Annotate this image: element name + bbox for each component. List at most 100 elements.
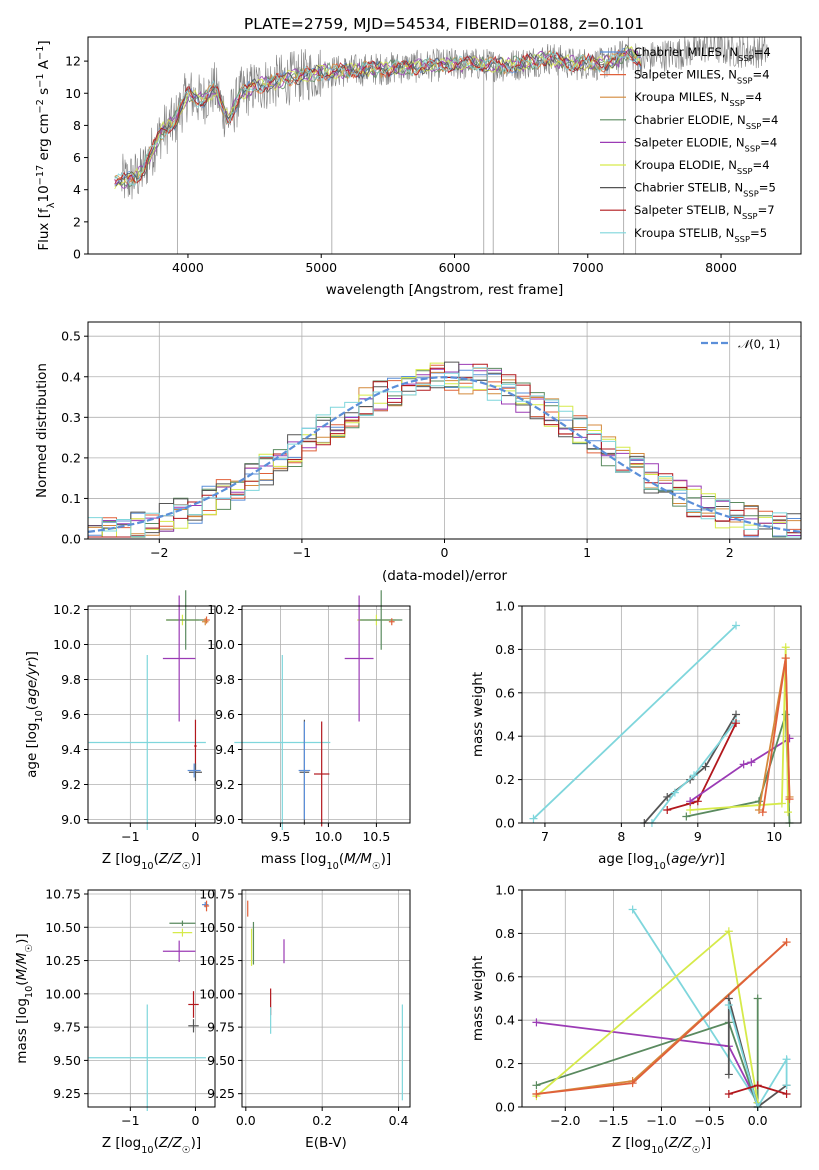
spectrum-xtick-label: 7000: [572, 260, 604, 275]
mass_vs_Z-ytick-label: 9.25: [53, 1086, 81, 1101]
spectrum-ytick-label: 12: [65, 54, 81, 69]
weight_vs_age-xtick-label: 9: [694, 829, 702, 844]
weight_vs_age-line-salpeter_stelib: [666, 722, 737, 811]
weight_vs_age-marker-kroupa_stelib: [732, 621, 741, 630]
spectrum-xlabel: wavelength [Angstrom, rest frame]: [326, 282, 564, 298]
weight_vs_Z-line-chabrier_elodie: [536, 998, 759, 1107]
weight_vs_age-marker-kroupa_elodie: [686, 805, 695, 814]
weight_vs_Z-marker-kroupa_elodie: [724, 927, 733, 936]
mass_vs_ebv-ytick-label: 10.50: [199, 920, 235, 935]
age_vs_mass-ytick-label: 9.2: [215, 777, 235, 792]
hist-xtick-label: 2: [726, 545, 734, 560]
weight_vs_Z-marker-chabrier_stelib: [724, 1070, 733, 1079]
weight_vs_Z-marker-salpeter_stelib: [782, 1089, 791, 1098]
weight_vs_Z-marker-kroupa_stelib: [782, 1055, 791, 1064]
mass_vs_ebv-xtick-label: 0.0: [236, 1113, 256, 1128]
mass_vs_ebv-xtick-label: 0.4: [389, 1113, 409, 1128]
mass_vs_ebv-ytick-label: 9.75: [207, 1020, 235, 1035]
hist-ytick-label: 0.3: [61, 410, 81, 425]
weight_vs_Z-marker-salpeter_miles: [532, 1089, 541, 1098]
gaussian-curve: [87, 376, 802, 533]
model-fit-salpeter_elodie: [114, 49, 641, 189]
spectrum-ytick-label: 6: [73, 150, 81, 165]
weight_vs_Z-xlabel: Z [log10(Z/Z☉)]: [612, 1135, 711, 1156]
hist-ytick-label: 0.0: [61, 532, 81, 547]
weight_vs_Z-ytick-label: 0.0: [495, 1100, 515, 1115]
weight_vs_Z-ytick-label: 0.4: [495, 1013, 515, 1028]
age_vs_Z-ytick-label: 10.0: [53, 637, 81, 652]
weight_vs_Z-marker-chabrier_elodie: [532, 1081, 541, 1090]
weight_vs_Z-marker-salpeter_miles: [628, 1079, 637, 1088]
age_vs_Z-xlabel: Z [log10(Z/Z☉)]: [102, 851, 201, 872]
hist-ytick-label: 0.1: [61, 491, 81, 506]
weight_vs_Z-marker-kroupa_stelib: [724, 1001, 733, 1010]
weight_vs_age-frame: [521, 605, 802, 824]
legend-label-chabrier_miles: Chabrier MILES, NSSP=4: [634, 45, 771, 63]
age_vs_Z-ylabel: age [log10(age/yr)]: [24, 651, 45, 778]
model-fit-salpeter_stelib: [114, 50, 642, 185]
weight_vs_Z-ylabel: mass weight: [470, 956, 486, 1041]
mass_vs_Z-ylabel: mass [log10(M/M☉)]: [14, 933, 35, 1063]
mass_vs_Z-frame: [87, 889, 216, 1108]
weight_vs_age-line-kroupa_stelib: [532, 624, 737, 820]
legend-label-chabrier_elodie: Chabrier ELODIE, NSSP=4: [634, 113, 778, 131]
age_vs_Z-ytick-label: 9.6: [61, 707, 81, 722]
mass_vs_Z-ytick-label: 9.75: [53, 1020, 81, 1035]
hist-ytick-label: 0.5: [61, 329, 81, 344]
weight_vs_age-marker-salpeter_stelib: [663, 805, 672, 814]
mass_vs_ebv-xtick-label: 0.2: [312, 1113, 332, 1128]
age_vs_mass-ytick-label: 9.8: [215, 672, 235, 687]
mass_vs_Z-ytick-label: 10.25: [45, 953, 81, 968]
weight_vs_age-marker-kroupa_miles: [754, 805, 763, 814]
spectrum-ytick-label: 10: [65, 86, 81, 101]
weight_vs_age-marker-kroupa_elodie: [777, 799, 786, 808]
mass_vs_Z-ytick-label: 10.50: [45, 920, 81, 935]
mass_vs_Z-xtick-label: 0: [191, 1113, 199, 1128]
mass_vs_ebv-ytick-label: 10.25: [199, 953, 235, 968]
weight_vs_age-marker-salpeter_miles: [785, 795, 794, 804]
mass_vs_Z-ytick-label: 9.50: [53, 1053, 81, 1068]
weight_vs_age-marker-salpeter_elodie: [686, 797, 695, 806]
weight_vs_Z-marker-salpeter_miles: [782, 938, 791, 947]
age_vs_Z-xtick-label: −1: [121, 829, 139, 844]
age_vs_Z-ytick-label: 10.2: [53, 602, 81, 617]
legend-label-salpeter_elodie: Salpeter ELODIE, NSSP=4: [634, 135, 777, 153]
weight_vs_age-marker-kroupa_stelib: [689, 771, 698, 780]
spectrum-frame: [87, 36, 802, 255]
age_vs_mass-ytick-label: 10.0: [207, 637, 235, 652]
weight_vs_Z-xtick-label: −1.0: [646, 1113, 676, 1128]
age_vs_mass-ytick-label: 9.6: [215, 707, 235, 722]
weight_vs_Z-marker-salpeter_stelib: [753, 1081, 762, 1090]
mass_vs_Z-ytick-label: 10.75: [45, 886, 81, 901]
spectrum-xtick-label: 8000: [705, 260, 737, 275]
age_vs_mass-ytick-label: 9.4: [215, 742, 235, 757]
weight_vs_Z-line-kroupa_elodie: [535, 929, 759, 1103]
hist-ytick-label: 0.4: [61, 369, 81, 384]
weight_vs_age-marker-chabrier_elodie: [682, 812, 691, 821]
mass_vs_ebv-ytick-label: 9.50: [207, 1053, 235, 1068]
mass_vs_Z-xlabel: Z [log10(Z/Z☉)]: [102, 1135, 201, 1156]
age_vs_mass-xtick-label: 9.5: [270, 829, 290, 844]
weight_vs_age-xtick-label: 10: [766, 829, 782, 844]
age_vs_mass-xlabel: mass [log10(M/M☉)]: [261, 851, 391, 872]
legend-label-gaussian: 𝒩(0, 1): [738, 337, 780, 351]
hist-xtick-label: −2: [150, 545, 168, 560]
weight_vs_Z-marker-salpeter_elodie: [532, 1018, 541, 1027]
mass_vs_Z-ytick-label: 10.00: [45, 986, 81, 1001]
mass_vs_ebv-xlabel: E(B-V): [305, 1135, 347, 1151]
spectrum-ytick-label: 0: [73, 247, 81, 262]
weight_vs_age-marker-kroupa_elodie: [781, 643, 790, 652]
hist-ytick-label: 0.2: [61, 450, 81, 465]
spectrum-xtick-label: 4000: [172, 260, 204, 275]
age_vs_Z-ytick-label: 9.8: [61, 672, 81, 687]
age_vs_mass-ytick-label: 9.0: [215, 812, 235, 827]
legend-label-kroupa_stelib: Kroupa STELIB, NSSP=5: [634, 226, 767, 244]
legend-label-kroupa_elodie: Kroupa ELODIE, NSSP=4: [634, 158, 770, 176]
age_vs_mass-ytick-label: 10.2: [207, 602, 235, 617]
weight_vs_Z-marker-kroupa_stelib: [782, 1081, 791, 1090]
model-fit-chabrier_elodie: [114, 50, 642, 188]
weight_vs_Z-xtick-label: −0.5: [694, 1113, 724, 1128]
weight_vs_age-ytick-label: 0.8: [495, 642, 515, 657]
age_vs_mass-xtick-label: 10.5: [362, 829, 390, 844]
